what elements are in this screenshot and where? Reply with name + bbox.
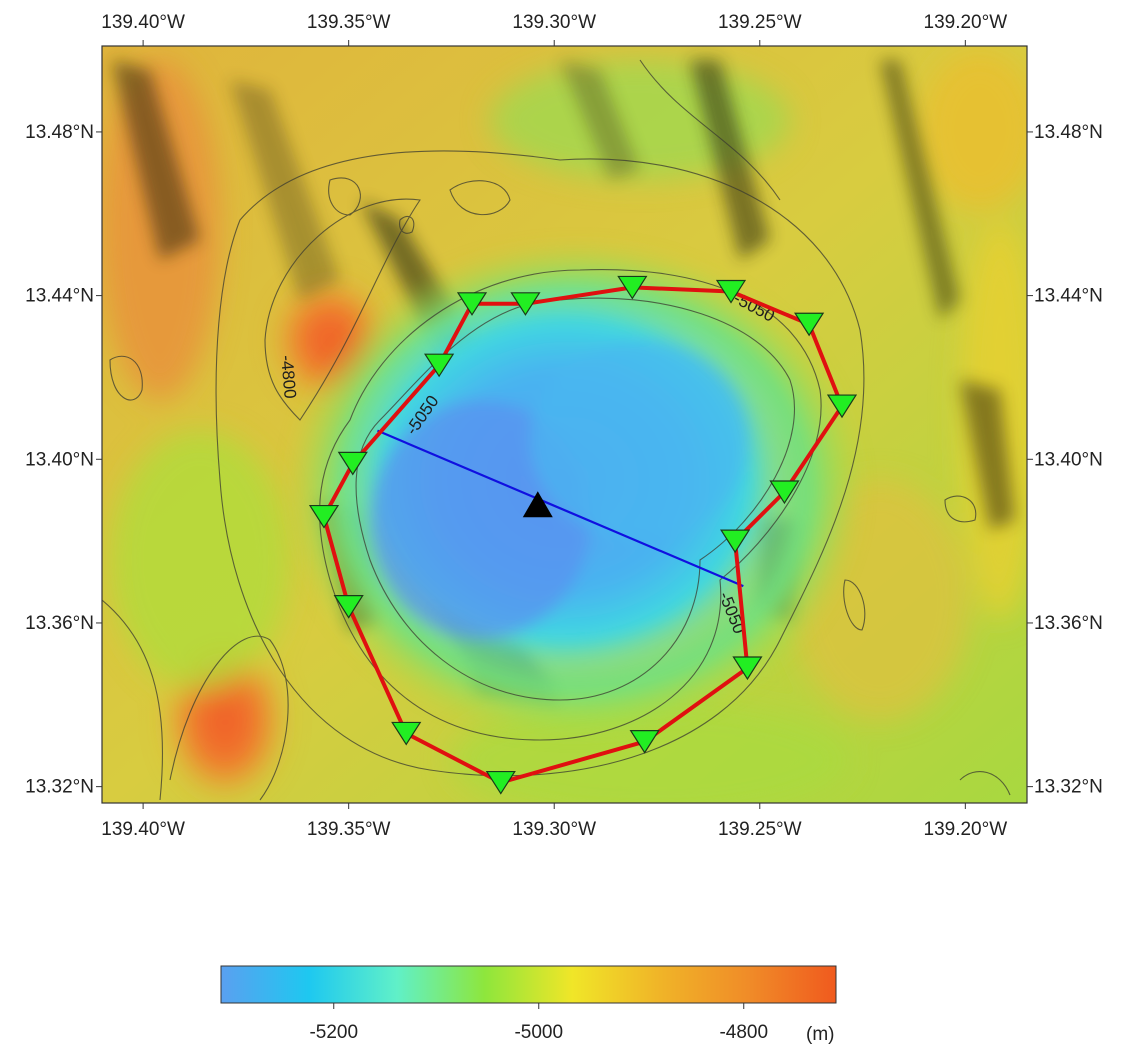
profile-line: [377, 429, 744, 588]
colorbar-ticks: -5200 -5000 -4800: [309, 1003, 768, 1043]
lon-label-bottom: 139.30°W: [512, 819, 596, 840]
station-marker: [485, 770, 516, 795]
station-marker: [732, 656, 763, 681]
lat-label-right: 13.48°N: [1034, 122, 1103, 143]
lat-label-right: 13.40°N: [1034, 449, 1103, 470]
station-marker: [456, 292, 488, 316]
lon-label-top: 139.30°W: [512, 12, 596, 33]
lat-label-left: 13.40°N: [25, 449, 94, 470]
lat-label-left: 13.48°N: [25, 122, 94, 143]
lat-label-left: 13.32°N: [25, 777, 94, 798]
map-frame: [101, 45, 1028, 804]
colorbar-unit-label: (m): [806, 1024, 834, 1045]
station-marker: [337, 451, 368, 476]
map-axes: 139.40°W 139.40°W 139.35°W 139.35°W 139.30°W…: [25, 12, 1103, 840]
survey-overlay: [308, 275, 858, 795]
lon-label-bottom: 139.20°W: [924, 819, 1008, 840]
station-marker: [391, 721, 422, 746]
lon-label-top: 139.20°W: [924, 12, 1008, 33]
station-marker: [715, 279, 747, 304]
colorbar-tick-label: -4800: [719, 1022, 768, 1043]
lon-label-top: 139.35°W: [307, 12, 391, 33]
lon-label-bottom: 139.35°W: [307, 819, 391, 840]
station-marker: [617, 275, 648, 300]
station-marker: [333, 594, 364, 619]
colorbar-tick-label: -5200: [309, 1022, 358, 1043]
station-marker: [510, 292, 541, 316]
station-marker: [826, 394, 858, 419]
lat-label-left: 13.44°N: [25, 286, 94, 307]
bathymetry-relief: [102, 46, 1027, 803]
lon-label-top: 139.40°W: [101, 12, 185, 33]
contour-label: -4800: [277, 354, 300, 399]
station-marker: [720, 529, 751, 554]
depth-colorbar: -5200 -5000 -4800 (m): [220, 965, 837, 1045]
station-marker: [308, 504, 340, 529]
center-triangle-marker: [522, 491, 553, 518]
lon-label-top: 139.25°W: [718, 12, 802, 33]
colorbar-gradient: [220, 965, 837, 1004]
station-marker: [424, 353, 455, 378]
lon-label-bottom: 139.40°W: [101, 819, 185, 840]
station-marker: [629, 730, 660, 754]
lon-label-bottom: 139.25°W: [718, 819, 802, 840]
lat-label-left: 13.36°N: [25, 613, 94, 634]
lat-label-right: 13.44°N: [1034, 286, 1103, 307]
colorbar-tick-label: -5000: [514, 1022, 563, 1043]
station-marker: [794, 312, 825, 337]
lat-label-right: 13.36°N: [1034, 613, 1103, 634]
station-marker: [769, 480, 800, 505]
lat-label-right: 13.32°N: [1034, 777, 1103, 798]
